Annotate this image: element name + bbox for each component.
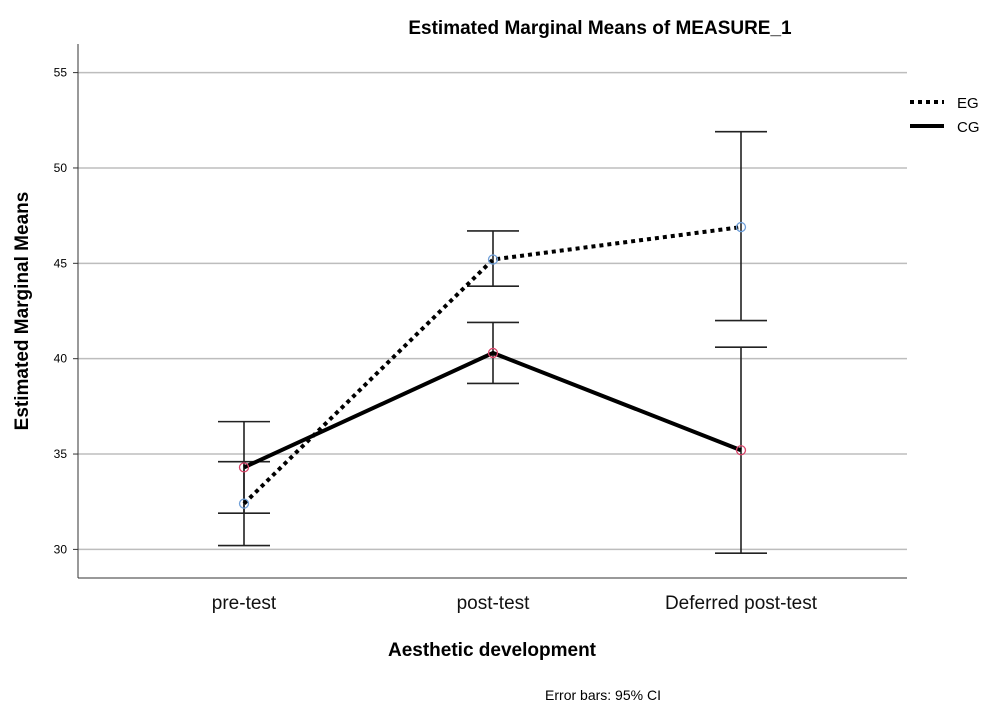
legend-label: EG bbox=[957, 95, 979, 112]
gridlines bbox=[73, 71, 907, 551]
y-tick-label: 40 bbox=[54, 352, 68, 366]
x-tick-labels: pre-test post-test Deferred post-test bbox=[212, 593, 818, 614]
data-point-cg bbox=[238, 462, 250, 473]
series-lines bbox=[242, 225, 742, 506]
series-line-cg bbox=[243, 350, 742, 470]
y-axis-title: Estimated Marginal Means bbox=[12, 192, 33, 431]
x-tick-label: pre-test bbox=[212, 593, 277, 614]
x-tick-label: post-test bbox=[457, 593, 531, 614]
data-point-eg bbox=[735, 221, 747, 233]
legend: EG CG bbox=[910, 95, 980, 136]
data-markers bbox=[238, 221, 747, 509]
y-tick-label: 50 bbox=[54, 161, 68, 175]
data-point-cg bbox=[735, 445, 747, 456]
y-tick-labels: 30 35 40 45 50 55 bbox=[54, 66, 68, 557]
legend-label: CG bbox=[957, 119, 980, 136]
error-bars bbox=[218, 130, 767, 555]
series-line-eg bbox=[242, 225, 742, 506]
chart-title: Estimated Marginal Means of MEASURE_1 bbox=[408, 18, 792, 39]
x-tick-label: Deferred post-test bbox=[665, 593, 818, 614]
data-point-eg bbox=[238, 498, 250, 509]
data-point-cg bbox=[487, 347, 499, 359]
y-tick-label: 30 bbox=[54, 542, 68, 556]
y-tick-label: 45 bbox=[54, 256, 68, 270]
footnote: Error bars: 95% CI bbox=[545, 687, 661, 703]
y-tick-label: 35 bbox=[54, 447, 68, 461]
data-point-eg bbox=[487, 254, 499, 265]
y-tick-label: 55 bbox=[54, 66, 68, 80]
x-axis-title: Aesthetic development bbox=[388, 640, 597, 661]
